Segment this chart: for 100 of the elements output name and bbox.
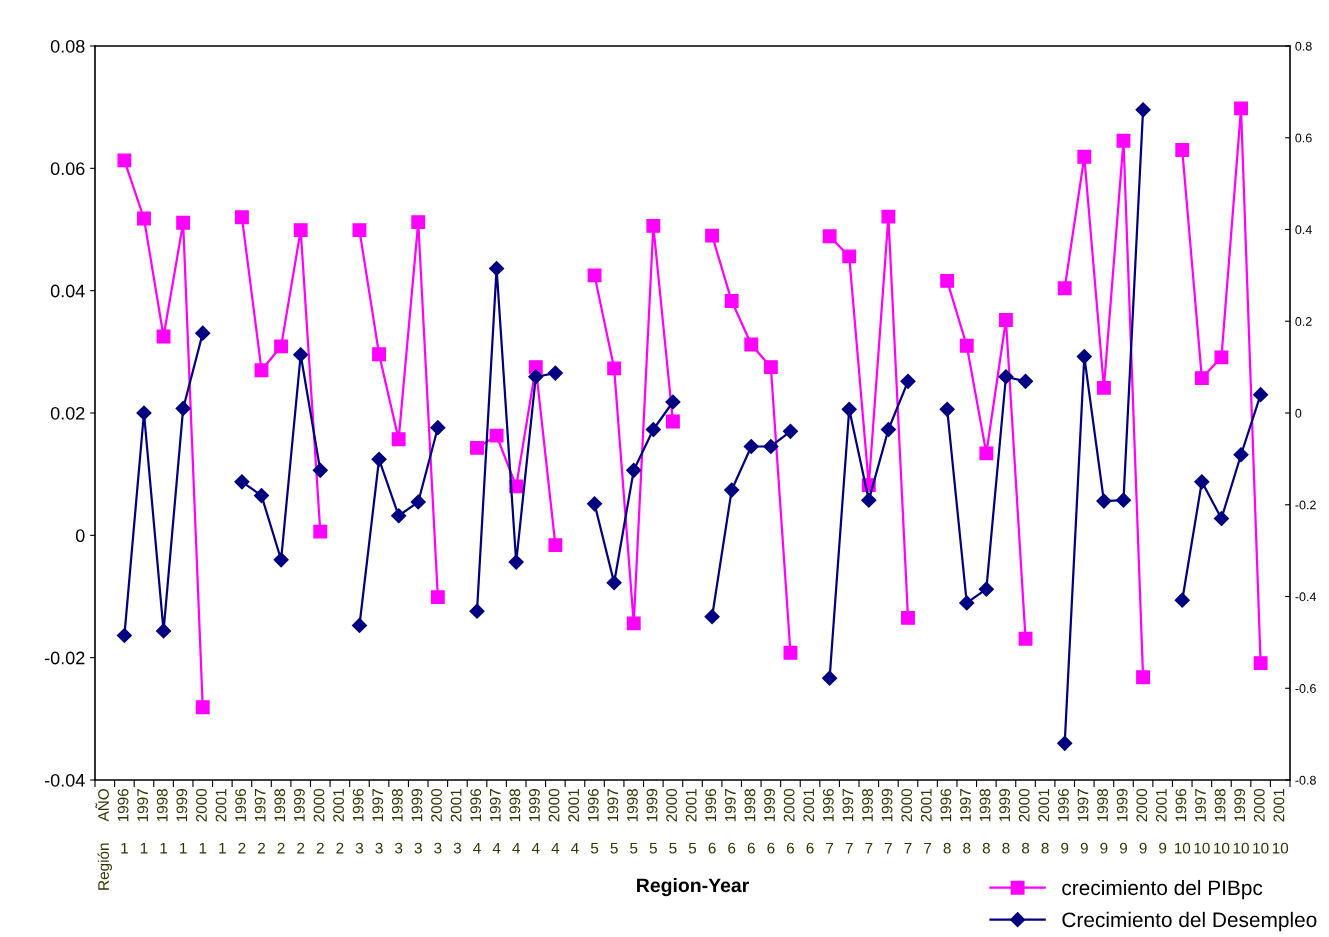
point xyxy=(293,223,308,238)
point xyxy=(470,440,484,455)
y2-tick-label: -0.2 xyxy=(1295,500,1316,510)
point xyxy=(1234,101,1248,116)
category-label: 1999 10 xyxy=(1233,789,1249,854)
point xyxy=(155,623,172,639)
category-label: 1996 4 xyxy=(470,789,482,854)
point xyxy=(254,363,269,378)
x-axis-title: Region-Year xyxy=(637,877,749,897)
category-label: 2000 8 xyxy=(1018,788,1030,854)
category-label: 1996 2 xyxy=(235,789,247,854)
category-label: 1999 4 xyxy=(529,789,540,854)
category-label: 1998 4 xyxy=(509,788,521,854)
y-tick-label: -0.04 xyxy=(44,773,85,787)
category-label: 1997 10 xyxy=(1194,789,1210,854)
category-label: 1998 10 xyxy=(1214,788,1230,854)
point xyxy=(372,347,387,362)
category-label: 1997 3 xyxy=(372,789,384,854)
point xyxy=(489,428,504,443)
point xyxy=(1253,656,1268,671)
point xyxy=(391,508,407,524)
category-label: 1997 9 xyxy=(1077,789,1089,854)
point xyxy=(1214,350,1229,365)
category-label: 2000 3 xyxy=(431,788,442,854)
point xyxy=(175,400,191,416)
point xyxy=(782,423,799,439)
point xyxy=(1018,631,1033,646)
category-label: 1997 5 xyxy=(607,789,619,854)
point xyxy=(1213,510,1230,527)
point xyxy=(176,215,191,230)
point xyxy=(410,494,426,510)
y2-tick-label: -0.8 xyxy=(1295,775,1316,785)
point xyxy=(724,482,740,498)
category-label: 1999 2 xyxy=(293,789,305,854)
point xyxy=(724,294,739,309)
y-tick-label: 0.02 xyxy=(50,406,85,420)
point xyxy=(978,581,994,597)
point xyxy=(116,627,132,644)
point xyxy=(411,215,426,230)
point xyxy=(195,700,210,715)
point xyxy=(959,595,975,611)
point xyxy=(998,369,1014,385)
point xyxy=(940,273,955,288)
point xyxy=(430,590,445,605)
point xyxy=(822,229,837,244)
point xyxy=(1194,371,1209,386)
category-label: 1997 7 xyxy=(842,789,854,854)
point xyxy=(939,401,955,417)
point xyxy=(156,329,171,344)
point xyxy=(352,223,367,238)
y2-tick-label: 0.4 xyxy=(1295,225,1312,235)
y-tick-label: 0.04 xyxy=(50,284,85,298)
y2-tick-label: 0.2 xyxy=(1295,317,1312,326)
category-label: 1999 8 xyxy=(999,789,1011,854)
point xyxy=(136,405,152,421)
point xyxy=(371,451,387,467)
category-label: 1997 6 xyxy=(724,789,736,854)
point xyxy=(234,474,250,490)
category-label: 2001 7 xyxy=(920,789,932,854)
y2-tick-label: 0.6 xyxy=(1295,133,1312,143)
category-label: AÑO Región xyxy=(95,789,113,890)
category-label: 2001 1 xyxy=(215,789,227,854)
point xyxy=(1017,373,1034,389)
category-label: 1996 7 xyxy=(822,789,834,854)
point xyxy=(586,496,603,512)
point xyxy=(1136,670,1151,685)
point xyxy=(1057,735,1073,751)
point xyxy=(1077,149,1092,164)
category-label: 1997 8 xyxy=(960,789,971,854)
point xyxy=(901,610,915,625)
y-tick-label: 0 xyxy=(75,529,85,543)
point xyxy=(1174,592,1190,608)
point xyxy=(547,365,563,381)
point xyxy=(469,603,485,619)
point xyxy=(763,438,779,455)
point xyxy=(822,670,838,686)
category-label: 2000 2 xyxy=(313,788,325,854)
category-label: 2000 7 xyxy=(901,788,913,854)
category-label: 2001 10 xyxy=(1272,789,1289,854)
category-label: 1997 1 xyxy=(137,789,149,854)
point xyxy=(607,361,622,376)
point xyxy=(137,211,151,226)
y-tick-label: 0.06 xyxy=(50,162,85,176)
point xyxy=(489,260,505,277)
point xyxy=(1194,474,1210,490)
point xyxy=(117,153,132,168)
point xyxy=(1115,492,1132,508)
point xyxy=(1076,349,1092,365)
point xyxy=(626,616,641,631)
category-label: 1996 3 xyxy=(352,789,364,854)
category-label: 2001 9 xyxy=(1155,789,1167,854)
point xyxy=(645,421,661,438)
point xyxy=(1057,281,1072,296)
point xyxy=(587,268,602,283)
point xyxy=(234,210,249,225)
point xyxy=(881,209,896,224)
category-label: 2000 6 xyxy=(783,788,795,854)
category-label: 1998 2 xyxy=(274,788,286,854)
point xyxy=(528,369,544,385)
point xyxy=(313,524,328,539)
